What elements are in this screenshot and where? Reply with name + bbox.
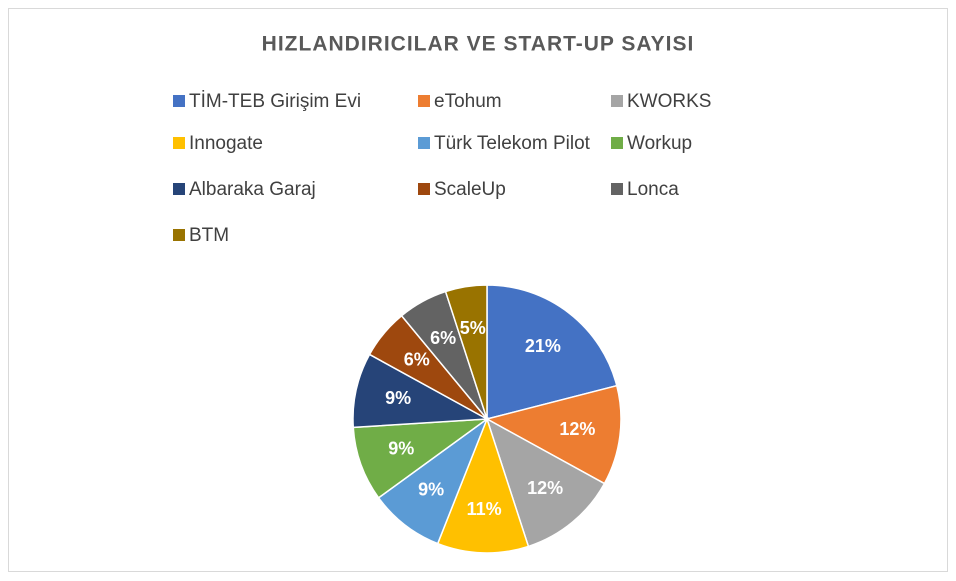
legend-label: KWORKS xyxy=(627,91,711,112)
legend-swatch xyxy=(418,95,430,107)
data-label: 11% xyxy=(467,499,502,519)
legend-swatch xyxy=(611,95,623,107)
data-label: 12% xyxy=(559,419,595,439)
legend-label: Lonca xyxy=(627,179,679,200)
data-label: 5% xyxy=(460,318,486,338)
legend-swatch xyxy=(418,137,430,149)
legend-label: Türk Telekom Pilot xyxy=(434,133,591,154)
legend-swatch xyxy=(173,95,185,107)
pie-slice xyxy=(485,417,606,548)
chart-title: HIZLANDIRICILAR VE START-UP SAYISI xyxy=(262,33,695,56)
legend-label: Innogate xyxy=(189,133,263,154)
data-label: 21% xyxy=(525,336,561,356)
data-label: 9% xyxy=(388,439,414,459)
legend-label: TİM-TEB Girişim Evi xyxy=(189,91,361,112)
legend-label: ScaleUp xyxy=(434,179,506,200)
legend-swatch xyxy=(611,183,623,195)
legend-swatch xyxy=(173,229,185,241)
data-label: 9% xyxy=(418,480,444,500)
legend-swatch xyxy=(173,137,185,149)
pie-slice xyxy=(486,284,618,420)
data-label: 9% xyxy=(385,388,411,408)
pie-slice xyxy=(484,384,622,485)
data-label: 6% xyxy=(404,350,430,370)
pie-slice xyxy=(444,284,488,420)
legend-swatch xyxy=(611,137,623,149)
legend-label: Workup xyxy=(627,133,692,154)
pie-slice xyxy=(436,416,530,554)
legend-swatch xyxy=(173,183,185,195)
data-label: 12% xyxy=(527,478,563,498)
legend-label: Albaraka Garaj xyxy=(189,179,316,200)
legend-label: BTM xyxy=(189,225,229,246)
legend-label: eTohum xyxy=(434,91,502,112)
data-label: 6% xyxy=(430,328,456,348)
legend-swatch xyxy=(418,183,430,195)
